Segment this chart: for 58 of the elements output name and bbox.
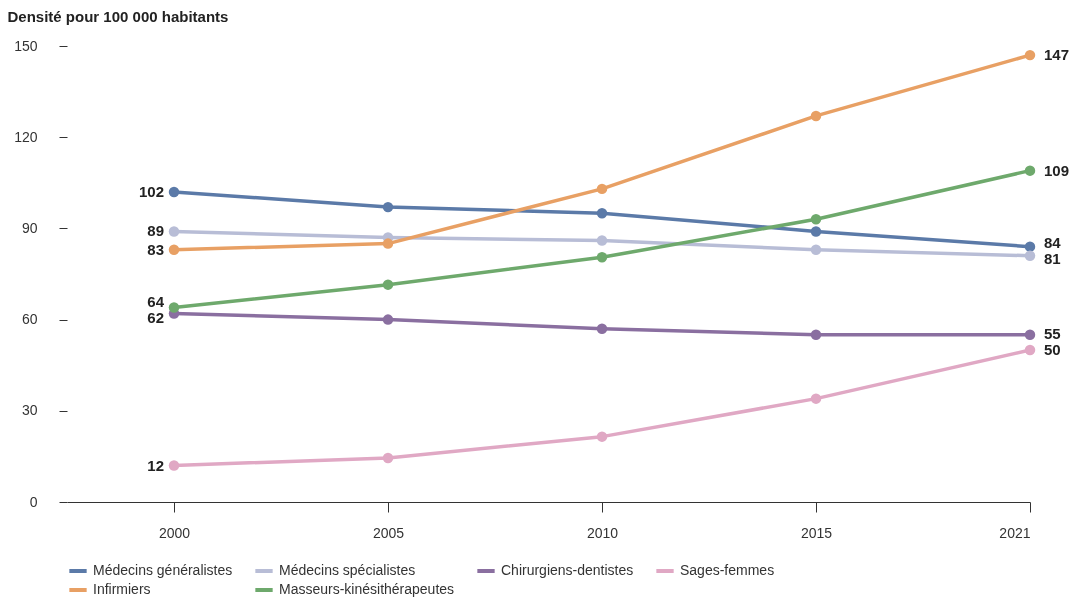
point: [1024, 49, 1036, 61]
point: [596, 431, 608, 442]
point: [168, 460, 180, 471]
point: [1024, 250, 1036, 261]
point: [1024, 329, 1036, 341]
point: [596, 207, 608, 219]
point: [810, 244, 822, 255]
point: [382, 279, 394, 290]
y-tick-label: 150: [14, 37, 38, 54]
x-tick-label: 2005: [372, 524, 405, 541]
point: [382, 238, 394, 249]
data-label: 64: [147, 293, 165, 311]
data-label: 12: [147, 456, 164, 474]
point: [810, 110, 822, 122]
y-tick-label: 0: [29, 493, 38, 510]
point: [810, 393, 822, 404]
point: [810, 226, 822, 237]
point: [596, 323, 608, 334]
point: [596, 252, 608, 263]
point: [596, 235, 608, 246]
point: [1024, 241, 1036, 252]
legend-label: Médecins spécialistes: [279, 562, 416, 578]
point: [168, 244, 180, 255]
data-label: 50: [1044, 341, 1061, 359]
data-label: 81: [1044, 250, 1061, 268]
y-tick-label: 90: [21, 219, 38, 236]
point: [168, 302, 180, 313]
data-label: 55: [1044, 325, 1061, 343]
data-label: 62: [147, 309, 164, 327]
data-label: 89: [147, 222, 164, 240]
point: [1024, 344, 1036, 356]
x-tick-label: 2015: [800, 524, 833, 541]
y-tick-label: 60: [21, 311, 38, 328]
point: [810, 329, 822, 341]
legend-label: Chirurgiens-dentistes: [501, 562, 634, 578]
data-label: 102: [138, 182, 164, 200]
data-label: 83: [147, 240, 164, 258]
legend-label: Masseurs-kinésithérapeutes: [279, 581, 455, 597]
point: [382, 452, 394, 464]
legend-label: Infirmiers: [93, 581, 151, 597]
y-tick-label: 120: [14, 128, 38, 145]
x-tick-label: 2021: [999, 524, 1031, 541]
point: [1024, 165, 1036, 176]
y-tick-label: 30: [21, 402, 38, 419]
point: [810, 214, 822, 225]
legend-label: Sages-femmes: [680, 562, 775, 578]
x-tick-label: 2000: [158, 524, 191, 541]
point: [168, 186, 180, 198]
legend-label: Médecins généralistes: [93, 562, 233, 578]
x-tick-label: 2010: [586, 524, 619, 541]
data-label: 84: [1044, 234, 1062, 252]
point: [382, 314, 394, 325]
point: [168, 226, 180, 237]
point: [596, 183, 608, 195]
data-label: 147: [1044, 46, 1070, 64]
data-label: 109: [1044, 161, 1070, 179]
y-axis-title: Densité pour 100 000 habitants: [7, 7, 229, 25]
point: [382, 201, 394, 213]
